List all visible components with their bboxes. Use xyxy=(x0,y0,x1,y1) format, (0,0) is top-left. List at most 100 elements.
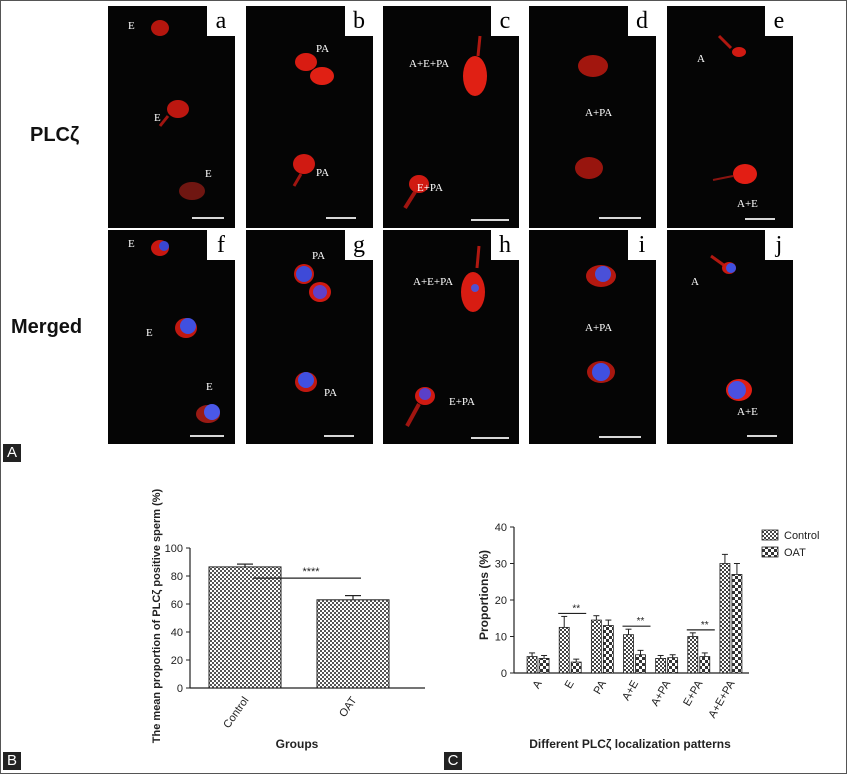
fluorescence-image xyxy=(151,20,205,200)
chart-c: 0 10 20 30 40 A E PA A+E A+PA E+PA A+E+PA ** ** ** Co… xyxy=(477,522,819,751)
micrograph-tile-g: g PA PA xyxy=(246,230,373,444)
chart-c-x-axis-label: Different PLCζ localization patterns xyxy=(529,737,731,751)
panel-tag-a: A xyxy=(3,444,21,462)
fluorescence-image xyxy=(151,240,220,423)
tile-label: A+E+PA xyxy=(413,276,454,288)
chart-b-bar xyxy=(316,599,390,689)
chart-c-legend-swatch xyxy=(761,529,779,541)
tile-label: A+E+PA xyxy=(409,58,450,70)
chart-c-category-label: E xyxy=(563,679,577,691)
tile-label: PA xyxy=(312,250,326,262)
tile-letter: e xyxy=(765,6,793,36)
chart-b-y-tick-label: 40 xyxy=(171,627,183,639)
chart-c-y-tick-label: 30 xyxy=(495,559,507,571)
tile-label: PA xyxy=(324,387,338,399)
chart-c-bar xyxy=(731,574,743,674)
micrograph-tile-d: d A+PA xyxy=(529,6,656,228)
chart-c-bar xyxy=(635,654,646,674)
row-label-merged: Merged xyxy=(11,316,83,338)
chart-b-category-label: OAT xyxy=(337,695,359,720)
chart-c-bars: ** ** ** xyxy=(526,553,743,674)
fluorescence-image xyxy=(710,254,752,401)
chart-c-bar xyxy=(655,657,667,674)
scale-bar xyxy=(599,217,641,219)
chart-c-category-label: A xyxy=(531,678,545,691)
chart-c-category-label: PA xyxy=(592,678,610,697)
tile-label: A+PA xyxy=(585,107,613,119)
tile-label: E+PA xyxy=(449,396,475,408)
micrograph-tile-b: b PA PA xyxy=(246,6,373,228)
fluorescence-image xyxy=(586,265,616,383)
chart-b-x-axis-label: Groups xyxy=(276,737,319,751)
micrograph-tile-c: c A+E+PA E+PA xyxy=(383,6,519,228)
chart-c-significance-label: ** xyxy=(637,616,645,627)
chart-b: 0 20 40 60 80 100 Control OAT **** Groups The m… xyxy=(151,488,425,751)
chart-b-y-tick-label: 100 xyxy=(165,543,183,555)
micrograph-tile-j: j A A+E xyxy=(667,230,793,444)
tile-label: PA xyxy=(316,43,330,55)
scale-bar xyxy=(192,217,224,219)
tile-letter: f xyxy=(207,230,235,260)
chart-b-y-tick-label: 0 xyxy=(177,683,183,695)
tile-label: A xyxy=(691,276,699,288)
fluorescence-image xyxy=(712,34,757,184)
chart-c-axes: 0 10 20 30 40 A E PA A+E A+PA E+PA A+E+PA xyxy=(495,522,749,720)
scale-bar xyxy=(326,217,356,219)
panel-tag-b: B xyxy=(3,752,21,770)
tile-label: E+PA xyxy=(417,182,443,194)
tile-label: A xyxy=(697,53,705,65)
chart-c-significance-label: ** xyxy=(701,620,709,631)
tile-label: E xyxy=(128,20,135,32)
micrograph-tile-f: f E E E xyxy=(108,230,235,444)
micrograph-tile-i: i A+PA xyxy=(529,230,656,444)
chart-c-category-label: A+E+PA xyxy=(706,678,737,720)
tile-letter: h xyxy=(491,230,519,260)
tile-label: E xyxy=(205,168,212,180)
tile-label: A+E xyxy=(737,406,758,418)
chart-c-bar xyxy=(570,661,582,674)
chart-b-significance-label: **** xyxy=(302,566,320,578)
chart-c-y-tick-label: 40 xyxy=(495,522,507,534)
chart-b-bar xyxy=(208,566,282,689)
tile-label: E xyxy=(128,238,135,250)
chart-c-legend-label: Control xyxy=(784,530,819,542)
tile-letter: c xyxy=(491,6,519,36)
fluorescence-image xyxy=(405,245,485,427)
chart-c-category-label: A+PA xyxy=(649,678,674,708)
chart-c-bar xyxy=(667,657,679,674)
chart-c-bar xyxy=(623,634,634,674)
scale-bar xyxy=(471,219,509,221)
chart-b-y-tick-label: 20 xyxy=(171,655,183,667)
fluorescence-image xyxy=(292,53,334,187)
tile-label: E xyxy=(154,112,161,124)
micrograph-tile-h: h A+E+PA E+PA xyxy=(383,230,519,444)
chart-c-bar xyxy=(538,657,550,674)
chart-c-bar xyxy=(526,656,538,674)
panel-tag-c: C xyxy=(444,752,462,770)
row-label-plc: PLCζ xyxy=(30,124,80,146)
tile-label: A+PA xyxy=(585,322,613,334)
chart-c-y-axis-label: Proportions (%) xyxy=(477,550,491,640)
chart-c-bar xyxy=(719,563,731,674)
tile-label: A+E xyxy=(737,198,758,210)
scale-bar xyxy=(471,437,509,439)
chart-b-y-axis-label: The mean proportion of PLCζ positive spe… xyxy=(151,488,163,743)
tile-letter: g xyxy=(345,230,373,260)
chart-c-bar xyxy=(687,636,699,674)
chart-c-legend-swatch xyxy=(761,546,779,558)
micrograph-tile-e: e A A+E xyxy=(667,6,793,228)
tile-letter: d xyxy=(628,6,656,36)
scale-bar xyxy=(747,435,777,437)
tile-letter: j xyxy=(765,230,793,260)
chart-b-y-tick-label: 80 xyxy=(171,571,183,583)
tile-label: E xyxy=(146,327,153,339)
tile-letter: a xyxy=(207,6,235,36)
fluorescence-image xyxy=(403,35,487,210)
fluorescence-image xyxy=(294,264,331,392)
tile-letter: i xyxy=(628,230,656,260)
chart-c-legend-label: OAT xyxy=(784,547,806,559)
chart-c-bar xyxy=(699,656,711,674)
chart-c-bar xyxy=(590,619,602,674)
chart-c-bar xyxy=(602,625,614,674)
scale-bar xyxy=(324,435,354,437)
